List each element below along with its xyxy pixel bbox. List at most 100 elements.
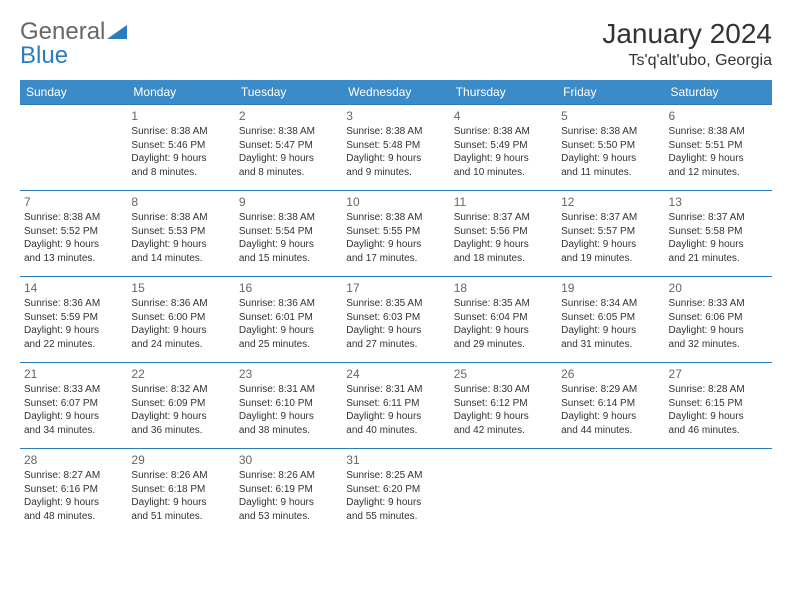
calendar-empty-cell bbox=[450, 449, 557, 535]
calendar-empty-cell bbox=[665, 449, 772, 535]
daylight-text: Daylight: 9 hours bbox=[346, 324, 445, 338]
daylight-text: Daylight: 9 hours bbox=[454, 152, 553, 166]
calendar-week-row: 14 Sunrise: 8:36 AM Sunset: 5:59 PM Dayligh… bbox=[20, 277, 772, 363]
calendar-day-cell: 9Sunrise: 8:38 AMSunset: 5:54 PMDaylight… bbox=[235, 191, 342, 277]
calendar-day-cell: 10Sunrise: 8:38 AMSunset: 5:55 PMDayligh… bbox=[342, 191, 449, 277]
daylight-text: and 18 minutes. bbox=[454, 252, 553, 266]
day-number: 14 bbox=[24, 280, 123, 296]
day-number: 30 bbox=[239, 452, 338, 468]
calendar-table: SundayMondayTuesdayWednesdayThursdayFrid… bbox=[20, 80, 772, 535]
daylight-text: Daylight: 9 hours bbox=[561, 238, 660, 252]
sunset-text: Sunset: 6:07 PM bbox=[24, 397, 123, 411]
daylight-text: Daylight: 9 hours bbox=[131, 238, 230, 252]
day-number: 25 bbox=[454, 366, 553, 382]
daylight-text: Daylight: 9 hours bbox=[24, 238, 123, 252]
daylight-text: and 38 minutes. bbox=[239, 424, 338, 438]
calendar-day-cell: 19Sunrise: 8:34 AMSunset: 6:05 PMDayligh… bbox=[557, 277, 664, 363]
daylight-text: and 12 minutes. bbox=[669, 166, 768, 180]
daylight-text: and 9 minutes. bbox=[346, 166, 445, 180]
sunset-text: Sunset: 5:53 PM bbox=[131, 225, 230, 239]
sunset-text: Sunset: 6:09 PM bbox=[131, 397, 230, 411]
day-number: 3 bbox=[346, 108, 445, 124]
calendar-day-cell: 25Sunrise: 8:30 AMSunset: 6:12 PMDayligh… bbox=[450, 363, 557, 449]
day-number: 27 bbox=[669, 366, 768, 382]
calendar-day-cell: 14Sunrise: 8:36 AMSunset: 5:59 PMDayligh… bbox=[20, 277, 127, 363]
sunset-text: Sunset: 6:12 PM bbox=[454, 397, 553, 411]
day-number: 20 bbox=[669, 280, 768, 296]
sunrise-text: Sunrise: 8:32 AM bbox=[131, 383, 230, 397]
sunrise-text: Sunrise: 8:38 AM bbox=[454, 125, 553, 139]
sunset-text: Sunset: 6:03 PM bbox=[346, 311, 445, 325]
sunset-text: Sunset: 6:06 PM bbox=[669, 311, 768, 325]
daylight-text: and 24 minutes. bbox=[131, 338, 230, 352]
calendar-day-cell: 17Sunrise: 8:35 AMSunset: 6:03 PMDayligh… bbox=[342, 277, 449, 363]
daylight-text: and 22 minutes. bbox=[24, 338, 123, 352]
calendar-day-cell: 30Sunrise: 8:26 AMSunset: 6:19 PMDayligh… bbox=[235, 449, 342, 535]
daylight-text: Daylight: 9 hours bbox=[24, 410, 123, 424]
daylight-text: Daylight: 9 hours bbox=[454, 238, 553, 252]
calendar-day-cell: 26Sunrise: 8:29 AMSunset: 6:14 PMDayligh… bbox=[557, 363, 664, 449]
daylight-text: Daylight: 9 hours bbox=[239, 496, 338, 510]
daylight-text: and 17 minutes. bbox=[346, 252, 445, 266]
sunset-text: Sunset: 6:16 PM bbox=[24, 483, 123, 497]
sunrise-text: Sunrise: 8:35 AM bbox=[346, 297, 445, 311]
calendar-day-cell: 1Sunrise: 8:38 AMSunset: 5:46 PMDaylight… bbox=[127, 105, 234, 191]
sunset-text: Sunset: 5:55 PM bbox=[346, 225, 445, 239]
month-title: January 2024 bbox=[602, 18, 772, 50]
daylight-text: and 11 minutes. bbox=[561, 166, 660, 180]
day-number: 13 bbox=[669, 194, 768, 210]
day-number: 16 bbox=[239, 280, 338, 296]
page-header: General January 2024 Ts'q'alt'ubo, Georg… bbox=[20, 18, 772, 70]
day-header: Wednesday bbox=[342, 80, 449, 105]
daylight-text: Daylight: 9 hours bbox=[454, 324, 553, 338]
calendar-day-cell: 27Sunrise: 8:28 AMSunset: 6:15 PMDayligh… bbox=[665, 363, 772, 449]
calendar-day-cell: 7Sunrise: 8:38 AMSunset: 5:52 PMDaylight… bbox=[20, 191, 127, 277]
logo-blue-text-wrap: Blue bbox=[20, 42, 68, 70]
sunrise-text: Sunrise: 8:36 AM bbox=[131, 297, 230, 311]
day-header: Monday bbox=[127, 80, 234, 105]
sunset-text: Sunset: 6:04 PM bbox=[454, 311, 553, 325]
daylight-text: Daylight: 9 hours bbox=[239, 152, 338, 166]
daylight-text: Daylight: 9 hours bbox=[669, 238, 768, 252]
sunset-text: Sunset: 5:59 PM bbox=[24, 311, 123, 325]
sunrise-text: Sunrise: 8:35 AM bbox=[454, 297, 553, 311]
day-number: 22 bbox=[131, 366, 230, 382]
sunrise-text: Sunrise: 8:37 AM bbox=[669, 211, 768, 225]
daylight-text: Daylight: 9 hours bbox=[561, 324, 660, 338]
sunrise-text: Sunrise: 8:38 AM bbox=[239, 125, 338, 139]
daylight-text: Daylight: 9 hours bbox=[239, 238, 338, 252]
day-number: 9 bbox=[239, 194, 338, 210]
day-header: Saturday bbox=[665, 80, 772, 105]
daylight-text: and 14 minutes. bbox=[131, 252, 230, 266]
daylight-text: and 34 minutes. bbox=[24, 424, 123, 438]
calendar-day-cell: 29Sunrise: 8:26 AMSunset: 6:18 PMDayligh… bbox=[127, 449, 234, 535]
daylight-text: Daylight: 9 hours bbox=[561, 152, 660, 166]
day-number: 24 bbox=[346, 366, 445, 382]
daylight-text: Daylight: 9 hours bbox=[131, 496, 230, 510]
sunrise-text: Sunrise: 8:36 AM bbox=[239, 297, 338, 311]
daylight-text: and 55 minutes. bbox=[346, 510, 445, 524]
sunrise-text: Sunrise: 8:26 AM bbox=[239, 469, 338, 483]
day-number: 21 bbox=[24, 366, 123, 382]
sunset-text: Sunset: 5:54 PM bbox=[239, 225, 338, 239]
sunset-text: Sunset: 5:57 PM bbox=[561, 225, 660, 239]
daylight-text: Daylight: 9 hours bbox=[346, 410, 445, 424]
day-header: Tuesday bbox=[235, 80, 342, 105]
sunrise-text: Sunrise: 8:26 AM bbox=[131, 469, 230, 483]
sunrise-text: Sunrise: 8:25 AM bbox=[346, 469, 445, 483]
sunset-text: Sunset: 5:50 PM bbox=[561, 139, 660, 153]
daylight-text: and 13 minutes. bbox=[24, 252, 123, 266]
daylight-text: and 53 minutes. bbox=[239, 510, 338, 524]
calendar-day-cell: 6Sunrise: 8:38 AMSunset: 5:51 PMDaylight… bbox=[665, 105, 772, 191]
calendar-week-row: 28Sunrise: 8:27 AMSunset: 6:16 PMDayligh… bbox=[20, 449, 772, 535]
calendar-header-row: SundayMondayTuesdayWednesdayThursdayFrid… bbox=[20, 80, 772, 105]
sunrise-text: Sunrise: 8:30 AM bbox=[454, 383, 553, 397]
day-number: 15 bbox=[131, 280, 230, 296]
day-number: 19 bbox=[561, 280, 660, 296]
daylight-text: and 25 minutes. bbox=[239, 338, 338, 352]
daylight-text: and 29 minutes. bbox=[454, 338, 553, 352]
daylight-text: Daylight: 9 hours bbox=[239, 324, 338, 338]
daylight-text: and 42 minutes. bbox=[454, 424, 553, 438]
daylight-text: and 10 minutes. bbox=[454, 166, 553, 180]
calendar-day-cell: 31Sunrise: 8:25 AMSunset: 6:20 PMDayligh… bbox=[342, 449, 449, 535]
